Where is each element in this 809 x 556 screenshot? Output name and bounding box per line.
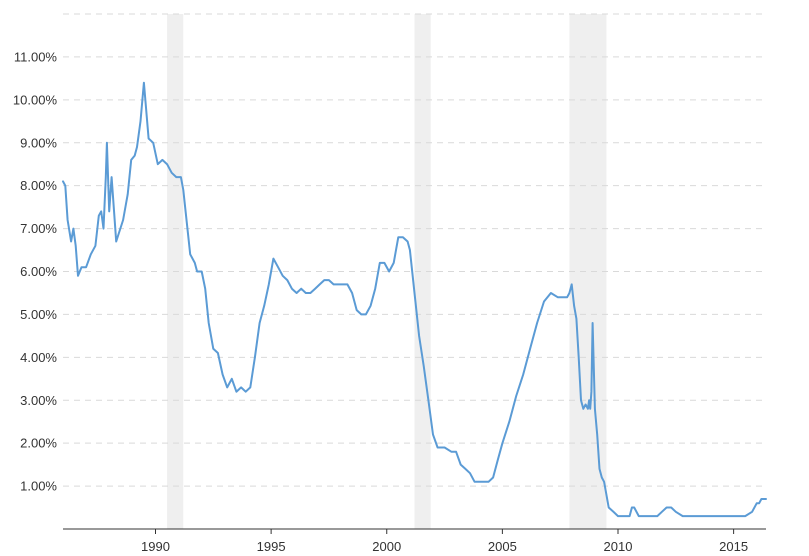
y-tick-label: 3.00% — [20, 393, 57, 408]
gridlines — [63, 13, 766, 487]
y-tick-label: 8.00% — [20, 178, 57, 193]
y-tick-label: 9.00% — [20, 135, 57, 150]
y-tick-label: 11.00% — [14, 49, 58, 64]
y-tick-label: 7.00% — [20, 221, 57, 236]
x-tick-label: 1990 — [141, 539, 170, 554]
series-lines — [62, 81, 767, 518]
y-tick-label: 2.00% — [20, 436, 57, 451]
y-tick-label: 10.00% — [13, 92, 58, 107]
y-tick-label: 5.00% — [20, 307, 57, 322]
series-line-0 — [62, 81, 767, 518]
x-tick-label: 2015 — [719, 539, 748, 554]
x-tick-label: 2000 — [372, 539, 401, 554]
x-tick-label: 2005 — [488, 539, 517, 554]
x-tick-label: 2010 — [604, 539, 633, 554]
recession-band-2 — [569, 14, 607, 529]
x-axis-tick-labels: 1990 1995 2000 2005 2010 2015 — [141, 539, 748, 554]
x-axis — [63, 528, 766, 534]
y-tick-label: 4.00% — [20, 350, 57, 365]
y-tick-label: 1.00% — [20, 479, 57, 494]
x-tick-label: 1995 — [257, 539, 286, 554]
y-axis-tick-labels: 1.00% 2.00% 3.00% 4.00% 5.00% 6.00% 7.00% 8.00%… — [13, 49, 58, 493]
y-tick-label: 6.00% — [20, 264, 57, 279]
